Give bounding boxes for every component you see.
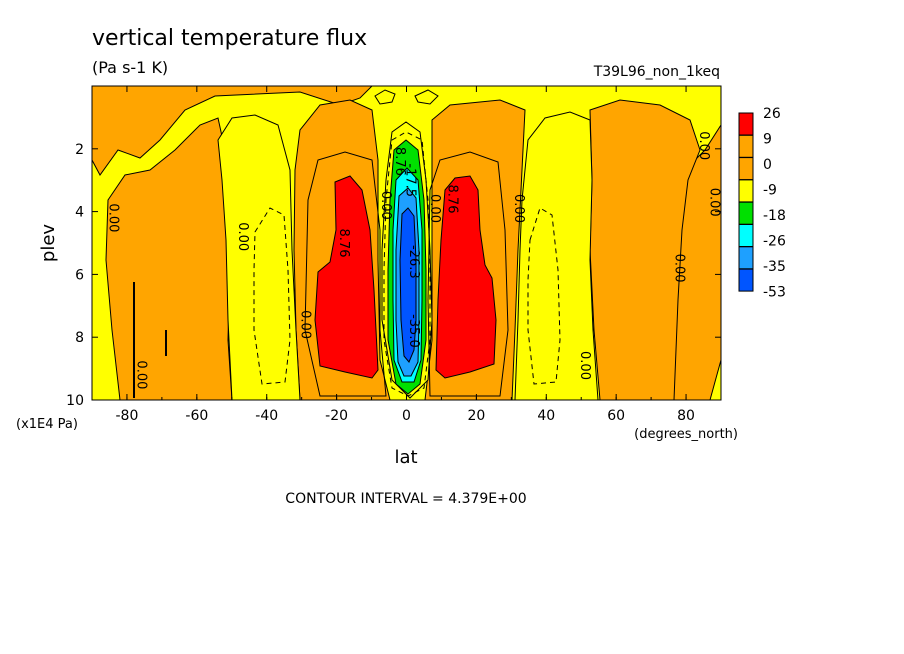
dataset-label: T39L96_non_1keq	[593, 64, 720, 80]
contour-label: 0.00	[235, 222, 250, 251]
colorbar-label: -26	[763, 234, 786, 250]
chart-units: (Pa s-1 K)	[92, 58, 168, 77]
dashed-contour-right	[527, 207, 561, 385]
contour-label: 0.00	[707, 188, 722, 217]
y-tick-label: 4	[75, 205, 84, 221]
contour-label: 8.76	[336, 229, 351, 258]
band-red-left	[314, 175, 379, 379]
colorbar: 26 9 0 -9 -18 -26 -35 -53	[738, 106, 786, 301]
contour-field	[92, 86, 721, 400]
colorbar-label: -9	[763, 183, 777, 199]
dashed-contour-left	[253, 207, 291, 385]
colorbar-label: -53	[763, 285, 786, 301]
contour-label: 0.00	[577, 351, 592, 380]
x-tick-label: -60	[185, 408, 208, 424]
band-yellow-top-blob	[374, 89, 439, 105]
y-axis-units: (x1E4 Pa)	[16, 417, 78, 432]
x-axis-title: lat	[394, 447, 417, 468]
colorbar-swatch	[738, 268, 754, 292]
colorbar-label: 9	[763, 132, 772, 148]
band-yellow-right-lens	[514, 111, 599, 400]
x-tick-label: 20	[467, 408, 485, 424]
contour-label: 8.76	[392, 147, 407, 176]
y-tick-label: 8	[75, 330, 84, 346]
contour-label: 0.00	[378, 191, 393, 220]
contour-ring-right	[427, 151, 509, 397]
colorbar-swatch	[738, 179, 754, 203]
contour-label: -17.5	[403, 163, 418, 197]
colorbar-label: 26	[763, 106, 781, 122]
x-tick-label: 40	[537, 408, 555, 424]
contour-ring-left	[304, 151, 387, 397]
axes: -80 -60 -40 -20 0 20 40 60 80 2 4 6 8 10	[66, 86, 722, 424]
contour-interval: CONTOUR INTERVAL = 4.379E+00	[285, 491, 526, 507]
band-red-right	[435, 175, 497, 379]
colorbar-label: -18	[763, 208, 786, 224]
chart-title: vertical temperature flux	[92, 26, 367, 51]
contour-label: 0.00	[298, 310, 313, 339]
contour-label: 0.00	[696, 131, 711, 160]
contour-label: 0.00	[133, 360, 148, 389]
x-axis-units: (degrees_north)	[634, 427, 738, 442]
contour-label: 0.00	[511, 194, 526, 223]
x-tick-label: 80	[677, 408, 695, 424]
colorbar-swatch	[738, 246, 754, 270]
contour-labels: 0.000.000.000.008.760.008.76-17.5-26.3-3…	[106, 131, 722, 389]
y-axis-title: plev	[38, 224, 59, 263]
contour-label: 0.00	[427, 194, 442, 223]
y-tick-label: 6	[75, 267, 84, 283]
band-darkblue-jet	[399, 207, 417, 363]
contour-label: -35.0	[406, 314, 421, 348]
colorbar-swatch	[738, 134, 754, 158]
contour-label: 0.00	[106, 203, 121, 232]
x-tick-label: -20	[325, 408, 348, 424]
colorbar-label: 0	[763, 157, 772, 173]
y-tick-label: 2	[75, 142, 84, 158]
colorbar-swatch	[738, 201, 754, 225]
x-tick-label: -40	[255, 408, 278, 424]
colorbar-label: -35	[763, 259, 786, 275]
colorbar-swatch	[738, 157, 754, 181]
contour-label: -26.3	[406, 245, 421, 279]
y-tick-label: 10	[66, 393, 84, 409]
colorbar-swatch	[738, 224, 754, 247]
band-orange-right	[589, 99, 701, 400]
x-tick-label: -80	[116, 408, 139, 424]
x-tick-label: 0	[402, 408, 411, 424]
colorbar-swatch	[738, 112, 754, 136]
contour-label: 0.00	[672, 254, 687, 283]
x-tick-label: 60	[607, 408, 625, 424]
contour-label: 8.76	[444, 185, 459, 214]
band-yellow-left-lens	[217, 114, 301, 400]
dashed-contour-jet	[383, 131, 431, 397]
